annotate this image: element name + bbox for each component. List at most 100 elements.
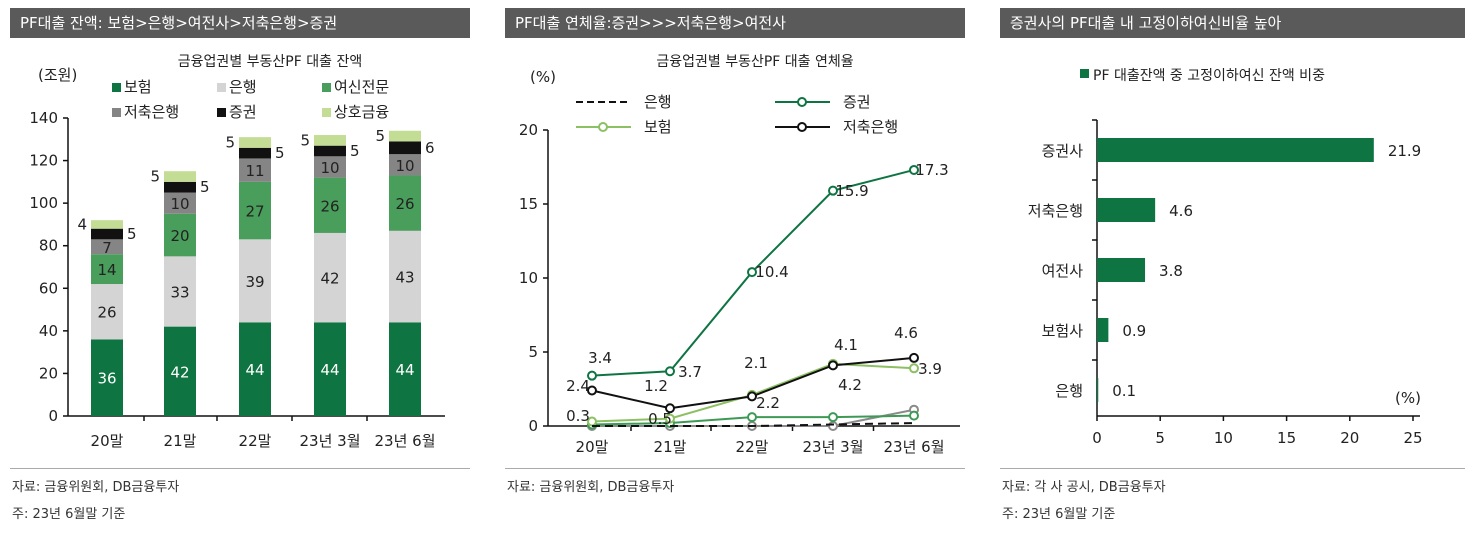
bar-segment bbox=[239, 239, 271, 323]
x-tick-label: 20말 bbox=[576, 438, 609, 456]
bar bbox=[1097, 318, 1109, 342]
data-label: 2.1 bbox=[744, 354, 768, 372]
category-label: 저축은행 bbox=[1028, 202, 1083, 220]
bar-segment bbox=[91, 220, 123, 229]
bar-segment bbox=[239, 181, 271, 240]
x-tick-label: 5 bbox=[1155, 429, 1165, 447]
x-tick-label: 20말 bbox=[91, 432, 124, 450]
category-label: 증권사 bbox=[1042, 142, 1084, 160]
data-label: 2.4 bbox=[566, 377, 590, 395]
data-label: 4.1 bbox=[834, 336, 858, 354]
bar-segment bbox=[314, 322, 346, 416]
data-point bbox=[665, 366, 675, 377]
data-point bbox=[909, 410, 919, 421]
data-point bbox=[665, 403, 675, 414]
bar-segment bbox=[389, 130, 421, 142]
bar-segment bbox=[389, 141, 421, 155]
bar-segment bbox=[239, 137, 271, 148]
bar-segment bbox=[314, 145, 346, 157]
legend-marker bbox=[797, 97, 807, 107]
x-tick-label: 23년 6월 bbox=[375, 432, 436, 450]
data-point bbox=[828, 185, 838, 196]
bar-segment bbox=[389, 230, 421, 323]
legend-label: 보험 bbox=[644, 118, 672, 136]
data-label: 42 bbox=[320, 270, 339, 288]
category-label: 보험사 bbox=[1042, 322, 1084, 340]
legend-label: 보험 bbox=[124, 78, 152, 96]
panel3-header: 증권사의 PF대출 내 고정이하여신비율 높아 bbox=[1000, 8, 1465, 38]
data-label: 5 bbox=[275, 144, 285, 162]
legend-label: PF 대출잔액 중 고정이하여신 잔액 비중 bbox=[1093, 68, 1325, 84]
data-label: 26 bbox=[97, 304, 116, 322]
legend-label: 은행 bbox=[229, 78, 257, 96]
x-tick-label: 25 bbox=[1403, 429, 1422, 447]
data-label: 44 bbox=[320, 361, 339, 379]
x-tick-label: 23년 3월 bbox=[803, 438, 864, 456]
category-label: 은행 bbox=[1055, 382, 1083, 400]
bar-segment bbox=[239, 322, 271, 416]
bar-segment bbox=[164, 171, 196, 182]
data-label: 5 bbox=[225, 133, 235, 151]
data-label: 15.9 bbox=[835, 182, 868, 200]
data-label: 17.3 bbox=[915, 161, 948, 179]
legend-marker bbox=[797, 122, 807, 132]
legend-label: 상호금융 bbox=[334, 103, 389, 121]
y-tick-label: 5 bbox=[528, 343, 538, 361]
data-point bbox=[587, 385, 597, 396]
y-tick-label: 140 bbox=[29, 109, 58, 127]
bar bbox=[1097, 198, 1156, 222]
legend-swatch bbox=[217, 83, 226, 92]
data-label: 43 bbox=[395, 269, 414, 287]
data-label: 42 bbox=[170, 363, 189, 381]
data-label: 5 bbox=[300, 131, 310, 149]
bar-segment bbox=[91, 228, 123, 240]
data-label: 10 bbox=[320, 159, 339, 177]
y-tick-label: 10 bbox=[519, 269, 538, 287]
bar bbox=[1097, 378, 1099, 402]
legend-swatch bbox=[112, 108, 121, 117]
bar-segment bbox=[164, 213, 196, 257]
divider bbox=[10, 468, 470, 469]
data-point bbox=[747, 391, 757, 402]
x-tick-label: 21말 bbox=[654, 438, 687, 456]
legend-swatch bbox=[322, 108, 331, 117]
source-note: 자료: 금융위원회, DB금융투자 bbox=[12, 480, 180, 495]
bar-segment bbox=[239, 158, 271, 182]
x-tick-label: 23년 3월 bbox=[300, 432, 361, 450]
data-label: 5 bbox=[127, 225, 137, 243]
category-label: 여전사 bbox=[1042, 262, 1084, 280]
data-label: 14 bbox=[97, 261, 116, 279]
data-label: 6 bbox=[425, 139, 435, 157]
data-label: 7 bbox=[102, 239, 112, 257]
bar-segment bbox=[314, 177, 346, 233]
data-label: 5 bbox=[375, 127, 385, 145]
bar-segment bbox=[389, 175, 421, 231]
x-tick-label: 23년 6월 bbox=[884, 438, 945, 456]
y-tick-label: 60 bbox=[39, 279, 58, 297]
x-tick-label: 22말 bbox=[239, 432, 272, 450]
bar-segment bbox=[314, 135, 346, 146]
unit-label: (%) bbox=[1395, 389, 1421, 407]
data-point bbox=[747, 412, 757, 423]
legend-swatch bbox=[217, 108, 226, 117]
legend-label: 증권 bbox=[843, 93, 871, 111]
data-label: 5 bbox=[200, 178, 210, 196]
data-label: 11 bbox=[245, 162, 264, 180]
y-axis-label: (조원) bbox=[38, 66, 77, 84]
data-label: 4.2 bbox=[838, 376, 862, 394]
footnote: 주: 23년 6월말 기준 bbox=[1002, 507, 1116, 522]
data-point bbox=[828, 421, 838, 431]
x-tick-label: 0 bbox=[1092, 429, 1102, 447]
x-tick-label: 20 bbox=[1340, 429, 1359, 447]
bar-segment bbox=[91, 254, 123, 285]
legend-label: 여신전문 bbox=[334, 78, 389, 96]
data-label: 10.4 bbox=[755, 263, 788, 281]
chart-title: 금융업권별 부동산PF 대출 잔액 bbox=[178, 54, 362, 70]
bar-segment bbox=[164, 326, 196, 416]
y-tick-label: 80 bbox=[39, 237, 58, 255]
data-label: 0.1 bbox=[1112, 382, 1136, 400]
chart-title: 금융업권별 부동산PF 대출 연체율 bbox=[656, 54, 853, 70]
data-label: 4 bbox=[77, 215, 87, 233]
bar-segment bbox=[91, 339, 123, 416]
